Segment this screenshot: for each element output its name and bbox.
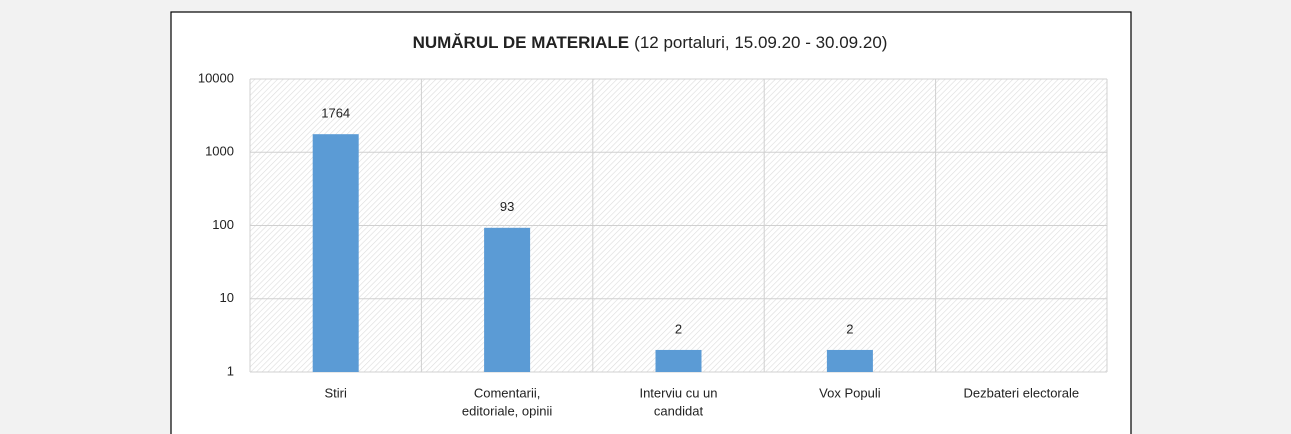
y-tick-label: 1000 [205, 144, 234, 159]
title-sub: (12 portaluri, 15.09.20 - 30.09.20) [634, 33, 887, 52]
chart-title: NUMĂRUL DE MATERIALE (12 portaluri, 15.09… [413, 33, 888, 52]
data-label: 1764 [321, 106, 350, 121]
y-tick-label: 100 [212, 217, 234, 232]
y-tick-label: 1 [227, 363, 234, 378]
x-tick-label: Vox Populi [819, 385, 881, 400]
x-tick-label: Stiri [325, 385, 348, 400]
title-main: NUMĂRUL DE MATERIALE [413, 33, 630, 52]
x-tick-label: Interviu cu un [639, 385, 717, 400]
x-tick-label: candidat [654, 403, 704, 418]
x-tick-label: Dezbateri electorale [963, 385, 1079, 400]
x-tick-label: editoriale, opinii [462, 403, 552, 418]
data-label: 2 [846, 321, 853, 336]
y-tick-label: 10 [220, 290, 234, 305]
bar [312, 134, 359, 372]
bar [655, 349, 702, 372]
y-tick-label: 10000 [198, 70, 234, 85]
x-tick-label: Comentarii, [474, 385, 540, 400]
data-label: 93 [500, 199, 514, 214]
data-label: 2 [675, 321, 682, 336]
bar [484, 227, 531, 372]
bar [826, 349, 873, 372]
